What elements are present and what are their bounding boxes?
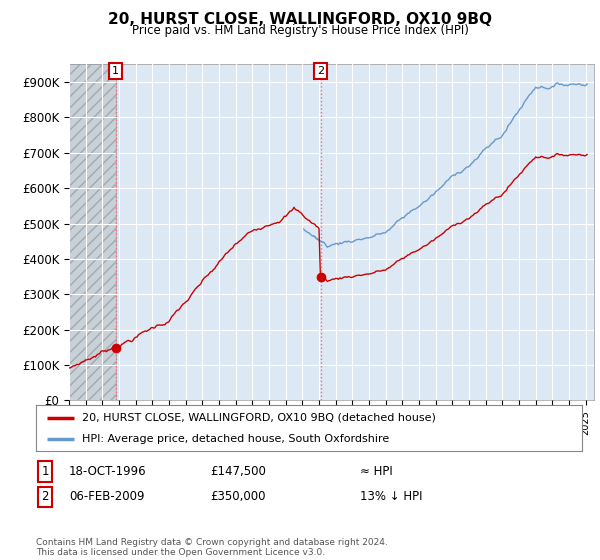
Text: Contains HM Land Registry data © Crown copyright and database right 2024.
This d: Contains HM Land Registry data © Crown c… xyxy=(36,538,388,557)
Text: 20, HURST CLOSE, WALLINGFORD, OX10 9BQ: 20, HURST CLOSE, WALLINGFORD, OX10 9BQ xyxy=(108,12,492,27)
Text: 1: 1 xyxy=(112,66,119,76)
Text: 1: 1 xyxy=(41,465,49,478)
Text: 13% ↓ HPI: 13% ↓ HPI xyxy=(360,490,422,503)
Text: 06-FEB-2009: 06-FEB-2009 xyxy=(69,490,145,503)
Bar xyxy=(69,64,116,400)
Text: 20, HURST CLOSE, WALLINGFORD, OX10 9BQ (detached house): 20, HURST CLOSE, WALLINGFORD, OX10 9BQ (… xyxy=(82,413,436,423)
Text: 2: 2 xyxy=(41,490,49,503)
Text: HPI: Average price, detached house, South Oxfordshire: HPI: Average price, detached house, Sout… xyxy=(82,435,389,444)
Text: 2: 2 xyxy=(317,66,324,76)
Text: ≈ HPI: ≈ HPI xyxy=(360,465,393,478)
Text: £147,500: £147,500 xyxy=(210,465,266,478)
Text: 18-OCT-1996: 18-OCT-1996 xyxy=(69,465,146,478)
Text: Price paid vs. HM Land Registry's House Price Index (HPI): Price paid vs. HM Land Registry's House … xyxy=(131,24,469,37)
Text: £350,000: £350,000 xyxy=(210,490,265,503)
